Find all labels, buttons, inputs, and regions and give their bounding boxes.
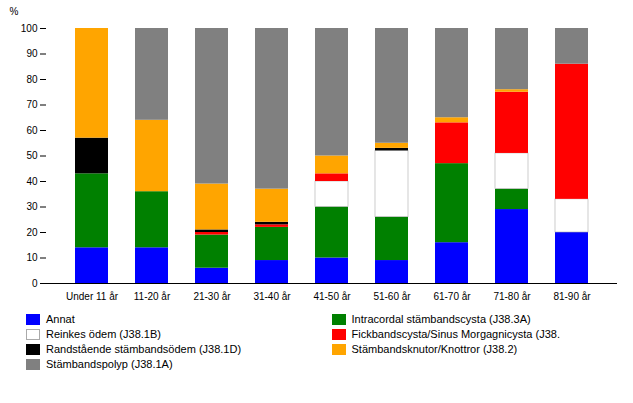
svg-text:0: 0 bbox=[32, 278, 38, 289]
svg-text:70: 70 bbox=[26, 99, 38, 110]
html-text:Annat: Annat bbox=[46, 313, 75, 325]
svg-text:20: 20 bbox=[26, 227, 38, 238]
svg-text:60: 60 bbox=[26, 125, 38, 136]
svg-text:61-70 år: 61-70 år bbox=[433, 291, 471, 302]
svg-text:31-40 år: 31-40 år bbox=[253, 291, 291, 302]
html-text:Stämbandspolyp (J38.1A): Stämbandspolyp (J38.1A) bbox=[46, 358, 173, 370]
svg-text:81-90 år: 81-90 år bbox=[553, 291, 591, 302]
html-text:Fickbandscysta/Sinus Morgagnic: Fickbandscysta/Sinus Morgagnicysta (J38. bbox=[351, 328, 560, 340]
svg-text:100: 100 bbox=[21, 23, 38, 34]
svg-text:41-50 år: 41-50 år bbox=[313, 291, 351, 302]
svg-text:Under 11 år: Under 11 år bbox=[66, 291, 119, 302]
html-text:Stämbandsknutor/Knottror (J38.: Stämbandsknutor/Knottror (J38.2) bbox=[351, 343, 518, 355]
svg-text:80: 80 bbox=[26, 74, 38, 85]
svg-text:50: 50 bbox=[26, 150, 38, 161]
svg-text:40: 40 bbox=[26, 176, 38, 187]
svg-text:71-80 år: 71-80 år bbox=[493, 291, 531, 302]
svg-text:90: 90 bbox=[26, 48, 38, 59]
svg-text:%: % bbox=[10, 6, 19, 17]
html-text:Intracordal stämbandscysta (J3: Intracordal stämbandscysta (J38.3A) bbox=[351, 313, 531, 325]
svg-text:10: 10 bbox=[26, 252, 38, 263]
svg-text:51-60 år: 51-60 år bbox=[373, 291, 411, 302]
svg-text:11-20 år: 11-20 år bbox=[134, 291, 171, 302]
html-text:Randstående stämbandsödem (J38: Randstående stämbandsödem (J38.1D) bbox=[46, 343, 242, 355]
svg-text:30: 30 bbox=[26, 201, 38, 212]
svg-text:21-30 år: 21-30 år bbox=[193, 291, 231, 302]
html-text:Reinkes ödem (J38.1B): Reinkes ödem (J38.1B) bbox=[46, 328, 161, 340]
